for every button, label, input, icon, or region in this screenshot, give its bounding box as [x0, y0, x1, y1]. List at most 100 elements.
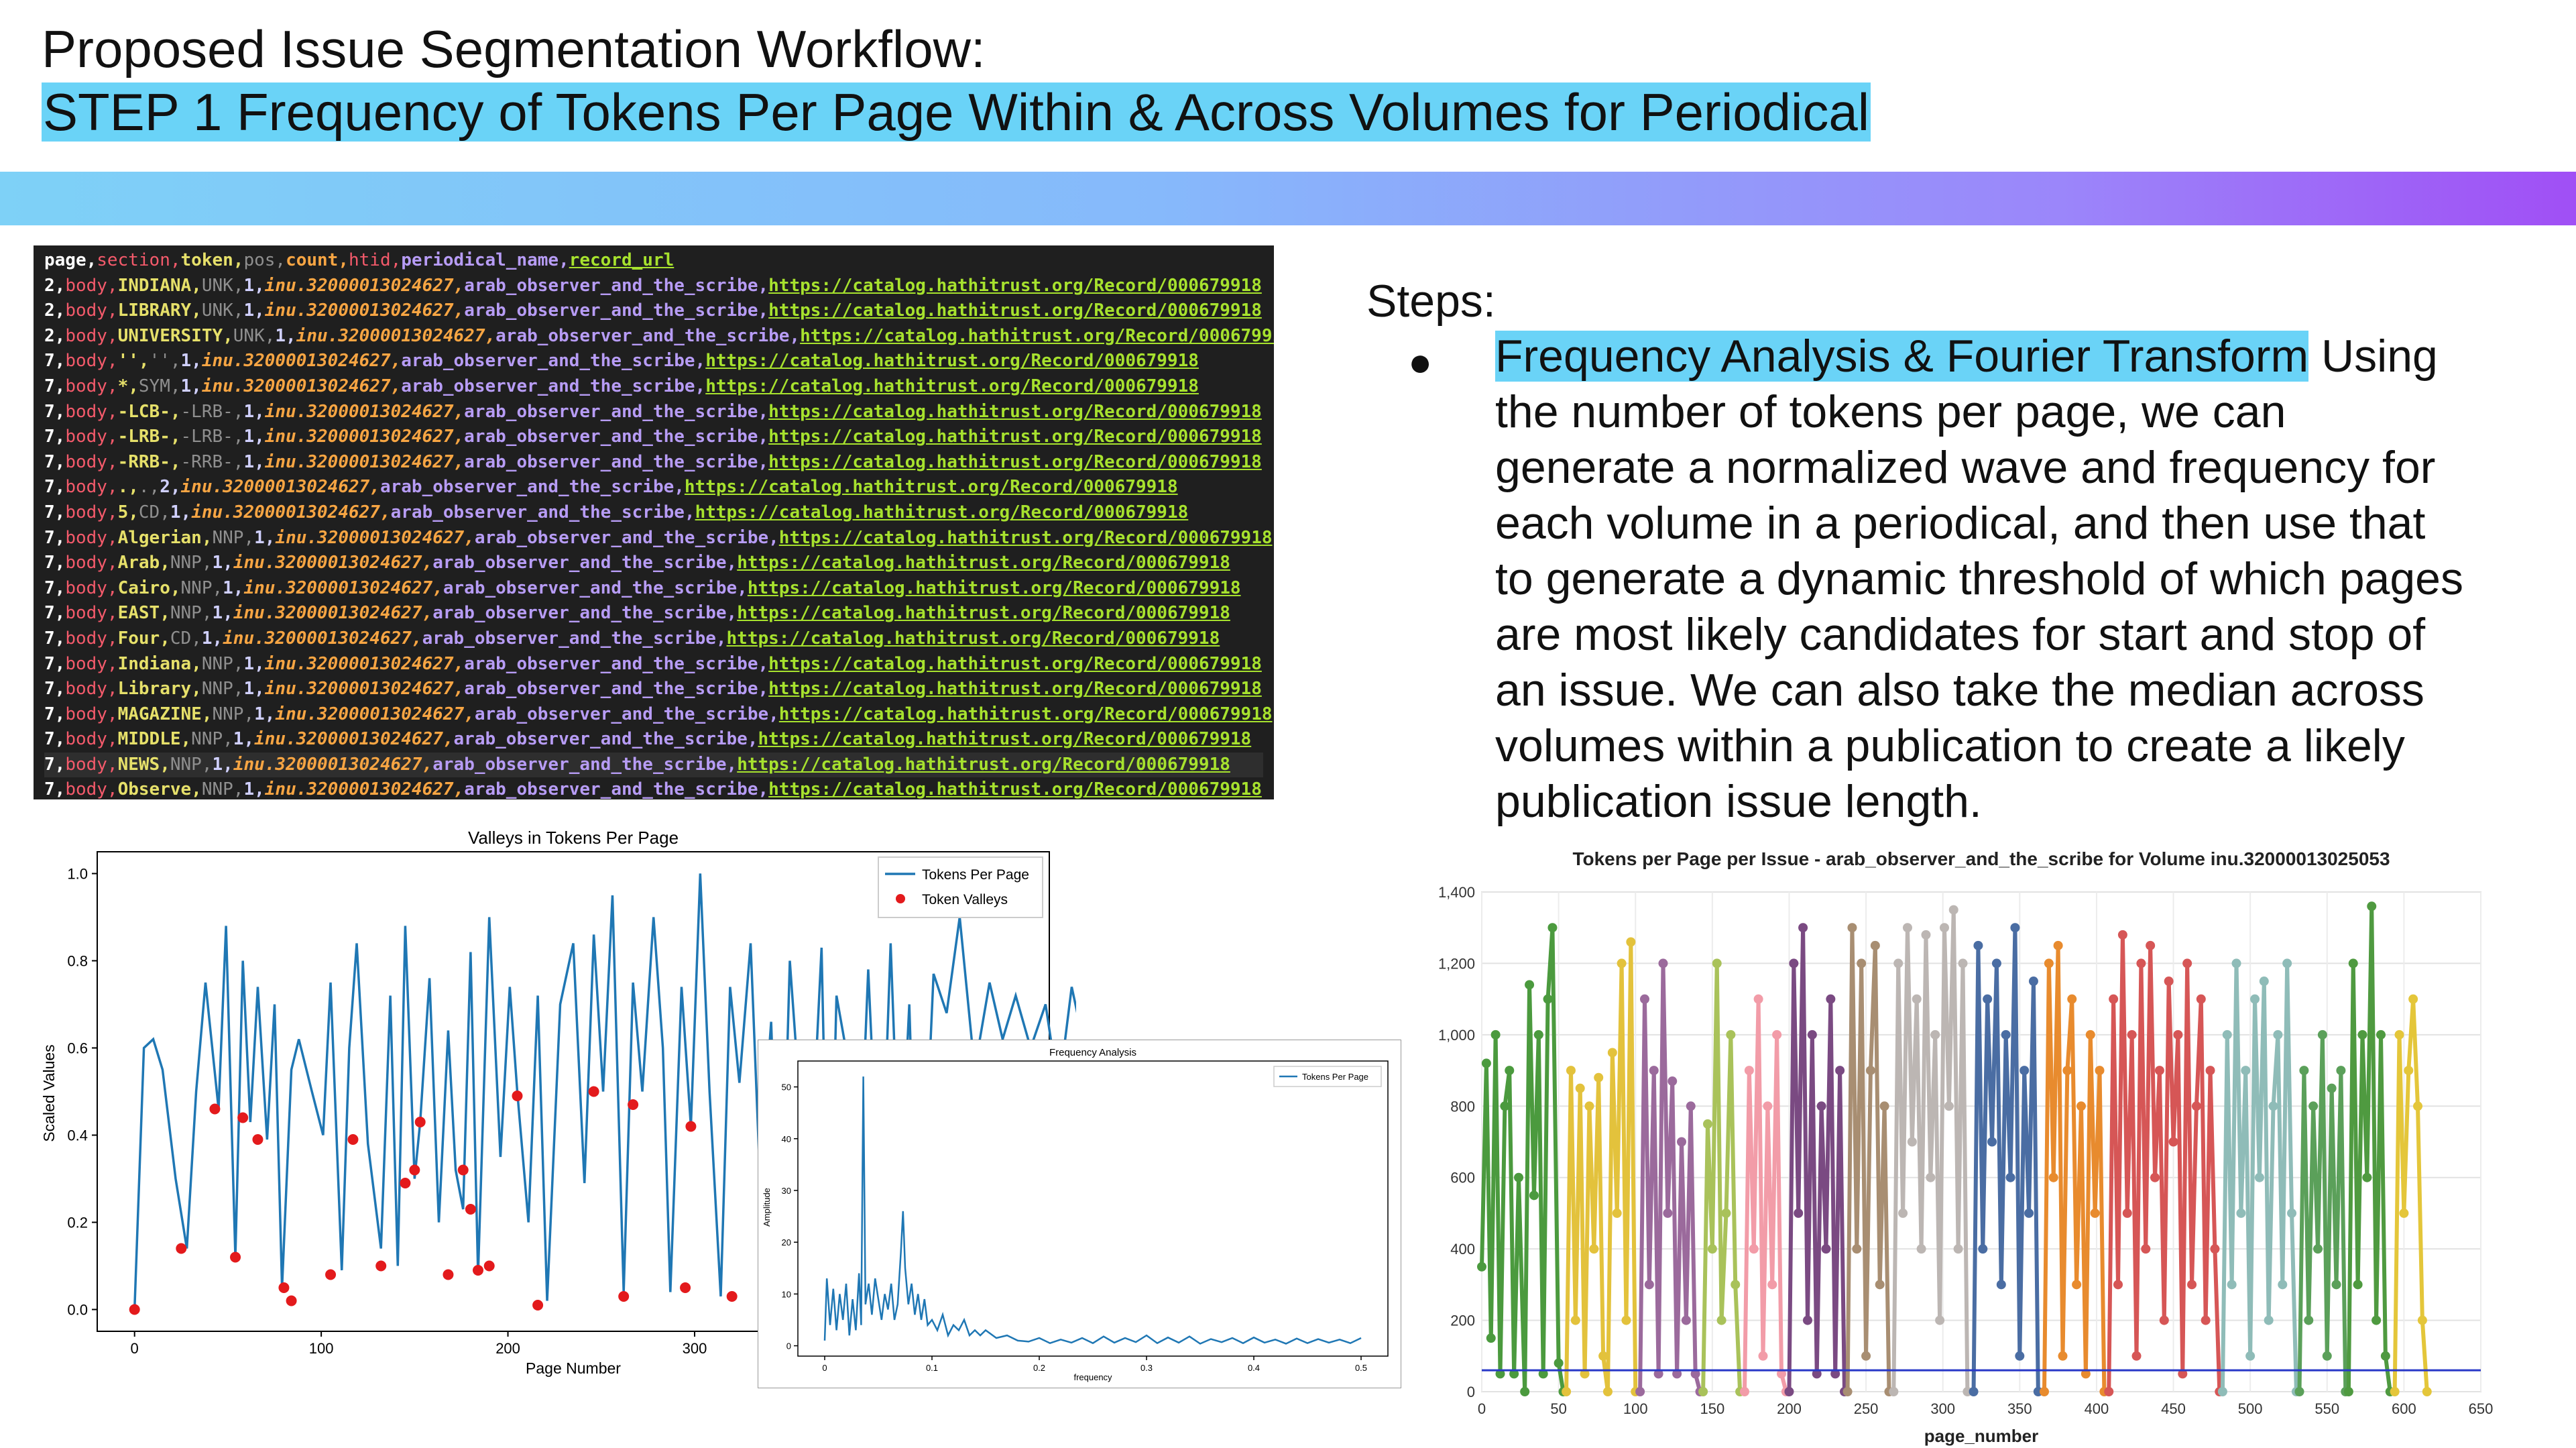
csv-field: 7,: [44, 729, 66, 750]
issue-point: [2168, 1137, 2178, 1147]
record-url-link[interactable]: https://catalog.hathitrust.org/Record/00…: [768, 653, 1262, 674]
issue-point: [2294, 1387, 2304, 1396]
issue-point: [2024, 1208, 2034, 1218]
record-url-link[interactable]: https://catalog.hathitrust.org/Record/00…: [778, 704, 1273, 724]
record-url-link[interactable]: https://catalog.hathitrust.org/Record/00…: [705, 351, 1199, 372]
issue-point: [1875, 1280, 1885, 1290]
issue-point: [1996, 1280, 2006, 1290]
csv-field: NNP,: [170, 603, 213, 624]
csv-field: MIDDLE,: [117, 729, 192, 750]
issue-point: [2422, 1387, 2432, 1396]
csv-field: 7,: [44, 603, 66, 624]
csv-field: 1,: [243, 427, 265, 447]
issue-point: [1495, 1369, 1505, 1379]
csv-field: body,: [65, 401, 118, 422]
record-url-link[interactable]: https://catalog.hathitrust.org/Record/00…: [758, 729, 1252, 750]
csv-field: periodical_name,: [401, 250, 569, 270]
csv-field: body,: [65, 679, 118, 700]
x-tick-label: 0: [1478, 1400, 1486, 1417]
csv-row: 7,body,MAGAZINE,NNP,1,inu.32000013024627…: [44, 702, 1273, 728]
issue-point: [2399, 1208, 2409, 1218]
csv-field: -LRB-,: [117, 427, 181, 447]
record-url-link[interactable]: https://catalog.hathitrust.org/Record/00…: [768, 779, 1262, 799]
issue-point: [1658, 958, 1668, 968]
record-url-link[interactable]: https://catalog.hathitrust.org/Record/00…: [768, 401, 1262, 422]
csv-row: 7,body,Cairo,NNP,1,inu.32000013024627,ar…: [44, 576, 1263, 602]
issue-point: [1598, 1351, 1608, 1361]
frequency-line: [823, 1076, 1362, 1345]
x-tick-label: 150: [1700, 1400, 1724, 1417]
record-url-link[interactable]: https://catalog.hathitrust.org/Record/00…: [705, 376, 1199, 396]
csv-field: body,: [65, 779, 118, 799]
issue-series-line: [1638, 961, 1702, 1392]
csv-field: Arab,: [117, 553, 170, 573]
csv-field: body,: [65, 275, 118, 296]
y-tick-label: 0: [786, 1341, 791, 1351]
csv-field: CD,: [170, 628, 202, 649]
issue-point: [1607, 1048, 1617, 1058]
issue-point: [2336, 1066, 2346, 1076]
issue-point: [2205, 1066, 2215, 1076]
y-tick-label: 800: [1450, 1098, 1475, 1115]
csv-row: 7,body,5,CD,1,inu.32000013024627,arab_ob…: [44, 500, 1263, 526]
issue-point: [2299, 1066, 2309, 1076]
bullet-icon: ●: [1408, 339, 1433, 384]
valley-point: [532, 1300, 544, 1311]
valley-point: [278, 1282, 290, 1293]
issue-point: [2348, 958, 2358, 968]
record-url-link[interactable]: https://catalog.hathitrust.org/Record/00…: [768, 451, 1262, 472]
record-url-link[interactable]: https://catalog.hathitrust.org/Record/00…: [778, 527, 1273, 548]
issue-point: [2317, 1029, 2327, 1040]
csv-field: UNK,: [233, 325, 276, 346]
csv-field: 1,: [212, 553, 233, 573]
record-url-link[interactable]: https://catalog.hathitrust.org/Record/00…: [768, 679, 1262, 700]
record-url-link[interactable]: https://catalog.hathitrust.org/Record/00…: [695, 502, 1189, 522]
csv-field: arab_observer_and_the_scribe,: [474, 527, 779, 548]
y-tick-label: 30: [782, 1186, 791, 1196]
record-url-link[interactable]: https://catalog.hathitrust.org/Record/00…: [684, 477, 1178, 498]
issue-point: [1835, 1066, 1845, 1076]
issue-point: [1948, 905, 1958, 915]
csv-field: Indiana,: [117, 653, 202, 674]
issue-point: [1969, 1387, 1979, 1396]
csv-field: 7,: [44, 779, 66, 799]
valley-point: [473, 1265, 483, 1276]
issue-point: [1520, 1387, 1530, 1396]
record-url-link[interactable]: https://catalog.hathitrust.org/Record/00…: [768, 300, 1262, 321]
csv-field: 1,: [180, 376, 202, 396]
issue-point: [2278, 1280, 2288, 1290]
issue-point: [2191, 1101, 2201, 1111]
csv-field: arab_observer_and_the_scribe,: [432, 603, 738, 624]
issue-point: [1784, 1387, 1794, 1396]
record-url-link[interactable]: record_url: [569, 250, 675, 270]
csv-field: arab_observer_and_the_scribe,: [422, 628, 727, 649]
record-url-link[interactable]: https://catalog.hathitrust.org/Record/00…: [800, 325, 1274, 346]
record-url-link[interactable]: https://catalog.hathitrust.org/Record/00…: [768, 427, 1262, 447]
csv-field: page,: [44, 250, 97, 270]
csv-field: inu.32000013024627,: [243, 577, 443, 598]
issue-point: [2058, 1351, 2068, 1361]
issue-point: [1821, 1244, 1831, 1254]
record-url-link[interactable]: https://catalog.hathitrust.org/Record/00…: [737, 553, 1230, 573]
record-url-link[interactable]: https://catalog.hathitrust.org/Record/00…: [747, 577, 1241, 598]
valley-point: [409, 1164, 420, 1176]
valley-point: [176, 1243, 187, 1254]
issue-point: [2343, 1387, 2353, 1396]
record-url-link[interactable]: https://catalog.hathitrust.org/Record/00…: [726, 628, 1220, 649]
issue-point: [2210, 1244, 2220, 1254]
csv-row: 7,body,EAST,NNP,1,inu.32000013024627,ara…: [44, 601, 1263, 626]
issue-point: [1486, 1333, 1496, 1343]
csv-field: 1,: [170, 502, 192, 522]
csv-field: arab_observer_and_the_scribe,: [453, 729, 758, 750]
csv-field: inu.32000013024627,: [264, 275, 465, 296]
csv-field: 1,: [243, 653, 265, 674]
issue-point: [1852, 1244, 1862, 1254]
issue-point: [2095, 1066, 2105, 1076]
issue-point: [1698, 1387, 1708, 1396]
record-url-link[interactable]: https://catalog.hathitrust.org/Record/00…: [737, 603, 1230, 624]
csv-field: pos,: [243, 250, 286, 270]
record-url-link[interactable]: https://catalog.hathitrust.org/Record/00…: [768, 275, 1262, 296]
y-tick-label: 0.6: [67, 1040, 88, 1057]
record-url-link[interactable]: https://catalog.hathitrust.org/Record/00…: [737, 754, 1230, 775]
valley-point: [443, 1269, 454, 1280]
